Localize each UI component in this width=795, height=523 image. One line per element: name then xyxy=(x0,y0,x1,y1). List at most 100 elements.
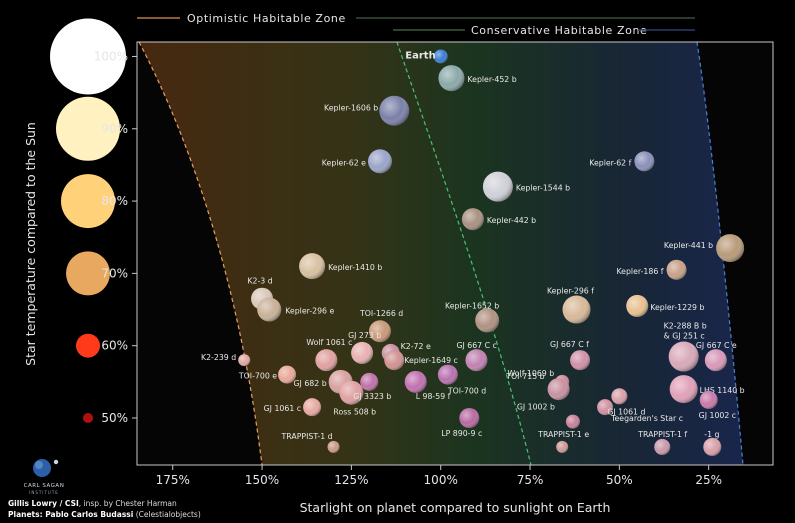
credits-planet-source: (Celestialobjects) xyxy=(133,510,201,519)
planet-label: Kepler-62 f xyxy=(589,158,631,167)
conservative-zone-left-boundary xyxy=(396,41,532,466)
planet-shading xyxy=(315,349,338,372)
plot-frame xyxy=(136,41,774,466)
planet-shading xyxy=(384,350,405,371)
planet-label: GJ 3323 b xyxy=(353,392,391,401)
logo-moon-icon xyxy=(53,459,59,465)
planet-shading xyxy=(437,364,458,385)
planet-label: -1 g xyxy=(704,430,719,439)
y-tick-label: 50% xyxy=(101,411,128,425)
planet-shading xyxy=(716,234,745,263)
planet-shading xyxy=(562,295,591,324)
logo-subtitle: INSTITUTE xyxy=(29,490,59,495)
planet-label: K2-288 B b & GJ 251 c xyxy=(664,322,707,341)
planet-label-line: & GJ 251 c xyxy=(664,332,705,341)
planet-label: GJ 273 b xyxy=(348,331,381,340)
star-size-marker xyxy=(66,251,110,296)
planet-shading xyxy=(668,341,699,372)
x-tick-label: 50% xyxy=(606,473,633,487)
planet-label: Kepler-1649 c xyxy=(404,356,458,365)
planet-label: GJ 1061 d xyxy=(607,407,645,416)
planet-shading xyxy=(339,380,364,405)
planet-shading xyxy=(634,151,655,172)
planet-label: Kepler-296 f xyxy=(547,287,594,296)
planet-shading xyxy=(666,259,687,280)
optimistic-zone-left-boundary xyxy=(138,41,263,466)
planet-label: GJ 667 C f xyxy=(550,340,589,349)
planet-label: TOI-715 b xyxy=(505,372,544,381)
logo-title: CARL SAGAN xyxy=(23,483,65,489)
planet-label: Kepler-442 b xyxy=(487,216,536,225)
star-size-marker xyxy=(50,18,126,95)
planet-shading xyxy=(482,171,513,202)
planet-points: Earth Kepler-452 b Kepler-1606 b Kepler-62 … xyxy=(201,49,745,456)
planet-label: LP 890-9 c xyxy=(441,429,482,438)
planet-shading xyxy=(461,208,484,231)
planet-label: TOI-1266 d xyxy=(359,309,403,318)
planet-label: GJ 1061 c xyxy=(264,404,301,413)
planet-shading xyxy=(465,349,488,372)
planet-label: GJ 682 b xyxy=(294,379,327,388)
planet-label: K2-239 d xyxy=(201,353,236,362)
credits: Gillis Lowry / CSI, insp. by Chester Har… xyxy=(8,498,201,520)
y-tick-label: 70% xyxy=(101,266,128,280)
planet-shading xyxy=(351,341,374,364)
x-axis-ticks: 175% 150% 125% 100% 75% 50% 25% xyxy=(156,465,722,487)
x-tick-label: 175% xyxy=(156,473,190,487)
planet-shading xyxy=(565,414,580,429)
planet-shading xyxy=(303,398,322,417)
planet-shading xyxy=(459,408,480,428)
x-axis-title: Starlight on planet compared to sunlight… xyxy=(300,500,611,515)
planet-label: TOI-700 d xyxy=(447,387,486,396)
habitable-zone-right-boundary xyxy=(696,41,744,466)
planet-shading xyxy=(404,370,427,393)
carl-sagan-institute-logo: CARL SAGAN INSTITUTE xyxy=(14,452,74,496)
planet-label: Earth xyxy=(405,50,435,61)
conservative-zone-legend-label: Conservative Habitable Zone xyxy=(471,24,647,37)
planet-shading xyxy=(379,95,410,126)
star-temperature-legend: 100% 90% 80% 70% 60% 50% xyxy=(50,18,137,425)
planet-shading xyxy=(327,440,340,453)
planet-label: Kepler-296 e xyxy=(285,307,334,316)
x-tick-label: 75% xyxy=(517,473,544,487)
planet-shading xyxy=(238,354,251,367)
planet-label-line: K2-288 B b xyxy=(664,322,707,331)
planet-shading xyxy=(556,440,569,453)
x-tick-label: 25% xyxy=(695,473,722,487)
planet-label: GJ 1002 c xyxy=(699,411,736,420)
star-size-marker xyxy=(76,333,100,358)
credits-line-1: Gillis Lowry / CSI, insp. by Chester Har… xyxy=(8,498,201,509)
planet-shading xyxy=(704,349,727,372)
planet-label: TRAPPIST-1 e xyxy=(537,430,589,439)
planet-label: Ross 508 b xyxy=(333,408,376,417)
planet-shading xyxy=(438,65,465,92)
y-axis-title: Star temperature compared to the Sun xyxy=(23,122,38,366)
planet-shading xyxy=(703,437,722,456)
planet-shading xyxy=(299,253,326,280)
planet-label: Kepler-1410 b xyxy=(328,263,382,272)
planet-label: LHS 1140 b xyxy=(700,386,745,395)
planet-shading xyxy=(360,372,379,391)
planet-label: Wolf 1061 c xyxy=(306,338,352,347)
planet-label: Kepler-452 b xyxy=(467,75,516,84)
y-tick-label: 60% xyxy=(101,339,128,353)
credits-inspiration: , insp. by Chester Harman xyxy=(78,499,177,508)
planet-shading xyxy=(570,350,591,371)
y-tick-label: 90% xyxy=(101,122,128,136)
x-tick-label: 100% xyxy=(424,473,458,487)
planet-label: Kepler-1606 b xyxy=(324,104,378,113)
y-tick-label: 100% xyxy=(94,49,128,63)
x-tick-label: 125% xyxy=(334,473,368,487)
credits-planet-artist: Planets: Pablo Carlos Budassi xyxy=(8,510,134,519)
planet-shading xyxy=(699,390,718,409)
credits-line-2: Planets: Pablo Carlos Budassi (Celestial… xyxy=(8,509,201,520)
planet-label: Kepler-1544 b xyxy=(516,184,570,193)
planet-shading xyxy=(475,308,500,333)
planet-shading xyxy=(626,294,649,317)
planet-shading xyxy=(597,399,614,416)
planet-label: K2-3 d xyxy=(247,277,272,286)
planet-label: Kepler-1229 b xyxy=(650,303,704,312)
planet-label: Kepler-1652 b xyxy=(445,301,499,310)
planet-label: K2-72 e xyxy=(401,342,431,351)
